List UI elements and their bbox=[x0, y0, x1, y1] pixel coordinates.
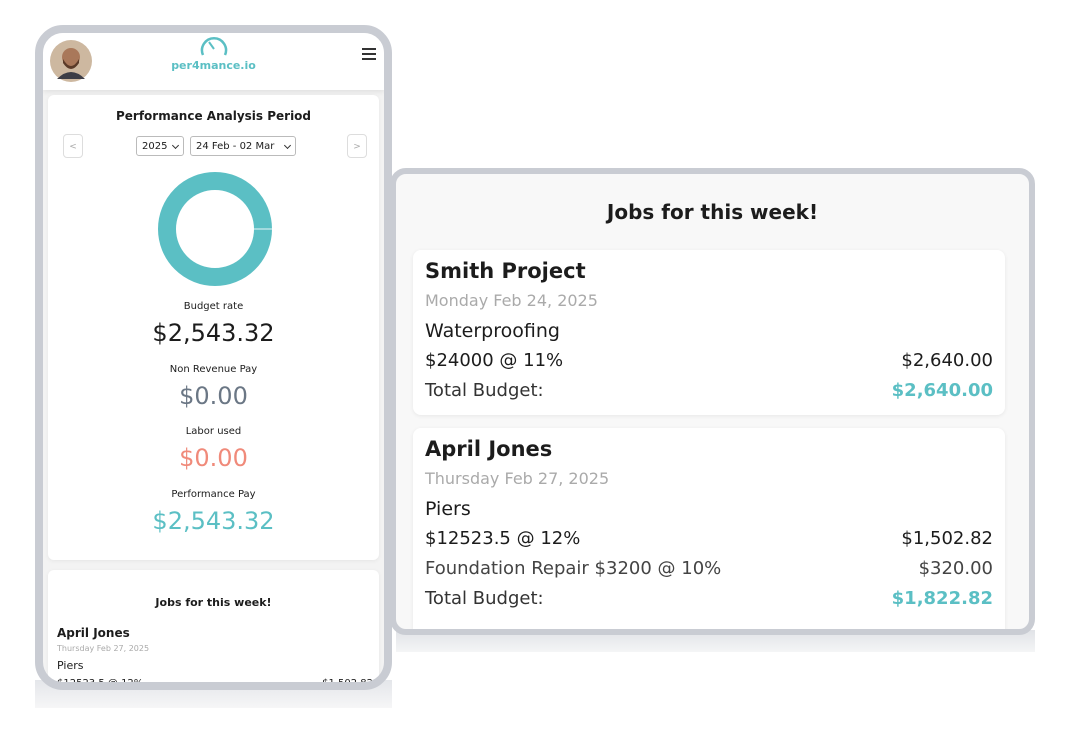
metric-label: Non Revenue Pay bbox=[169, 363, 258, 375]
job-line: $24000 @ 11% $2,640.00 bbox=[425, 346, 993, 376]
job-date: Thursday Feb 27, 2025 bbox=[57, 644, 150, 653]
job-entry: April Jones Thursday Feb 27, 2025 Piers $12… bbox=[57, 625, 373, 689]
line-text: $24000 @ 11% bbox=[425, 350, 564, 371]
line-text: $12523.5 @ 12% bbox=[57, 678, 144, 689]
avatar[interactable] bbox=[49, 39, 93, 83]
total-value: $2,640.00 bbox=[891, 380, 993, 401]
job-name: April Jones bbox=[425, 437, 553, 461]
total-label: Total Budget: bbox=[425, 588, 544, 609]
job-line: $12523.5 @ 12% $1,502.82 bbox=[57, 675, 373, 689]
job-trade: Piers bbox=[57, 659, 84, 672]
phone: per4mance.io Performance Analysis Period… bbox=[35, 25, 392, 690]
logo-text[interactable]: per4mance.io bbox=[171, 59, 256, 72]
job-trade: Piers bbox=[425, 498, 471, 520]
job-card: Smith Project Monday Feb 24, 2025 Waterpro… bbox=[413, 250, 1005, 415]
jobs-title: Jobs for this week! bbox=[606, 200, 819, 224]
job-list: Smith Project Monday Feb 24, 2025 Waterpro… bbox=[413, 250, 1005, 629]
job-line: $12523.5 @ 12% $1,502.82 bbox=[425, 524, 993, 554]
metric-value: $2,543.32 bbox=[152, 506, 275, 535]
line-text: $12523.5 @ 12% bbox=[425, 528, 581, 549]
jobs-card bbox=[48, 570, 379, 682]
metric-value: $0.00 bbox=[179, 381, 248, 410]
job-name: Smith Project bbox=[425, 259, 586, 283]
header: per4mance.io bbox=[43, 33, 384, 90]
logo-icon bbox=[200, 37, 228, 56]
total-label: Total Budget: bbox=[425, 380, 544, 401]
next-button[interactable]: > bbox=[347, 134, 367, 158]
metric-value: $0.00 bbox=[179, 444, 248, 472]
line-amount: $2,640.00 bbox=[901, 350, 993, 371]
line-text: Foundation Repair $3200 @ 10% bbox=[425, 558, 722, 579]
job-name: April Jones bbox=[57, 626, 130, 640]
zoom-shadow bbox=[396, 630, 1035, 652]
job-total: Total Budget: $2,640.00 bbox=[425, 376, 993, 406]
jobs-title: Jobs for this week! bbox=[155, 596, 272, 609]
metric-label: Labor used bbox=[185, 426, 242, 437]
job-card: April Jones Thursday Feb 27, 2025 Piers $12… bbox=[413, 428, 1005, 629]
job-date: Monday Feb 24, 2025 bbox=[425, 291, 598, 310]
donut bbox=[158, 172, 272, 286]
metric-label: Performance Pay bbox=[171, 488, 256, 500]
job-trade: Waterproofing bbox=[425, 320, 560, 342]
line-amount: $1,502.82 bbox=[322, 678, 373, 689]
menu-icon[interactable] bbox=[362, 48, 376, 60]
line-amount: $1,502.82 bbox=[901, 528, 993, 549]
week-select[interactable]: 24 Feb - 02 Mar bbox=[190, 136, 296, 156]
line-amount: $320.00 bbox=[918, 558, 993, 579]
total-value: $1,822.82 bbox=[891, 588, 993, 609]
metric-label: Budget rate bbox=[183, 301, 244, 312]
year-select[interactable]: 2025 bbox=[136, 136, 184, 156]
job-date: Thursday Feb 27, 2025 bbox=[425, 469, 610, 488]
metric-value: $2,543.32 bbox=[152, 319, 275, 347]
job-total: Total Budget: $1,822.82 bbox=[425, 584, 993, 614]
prev-button[interactable]: < bbox=[63, 134, 83, 158]
job-line: Foundation Repair $3200 @ 10% $320.00 bbox=[425, 554, 993, 584]
period-title: Performance Analysis Period bbox=[115, 109, 312, 123]
jobs-zoom: Jobs for this week! Smith Project Monday … bbox=[390, 168, 1035, 635]
